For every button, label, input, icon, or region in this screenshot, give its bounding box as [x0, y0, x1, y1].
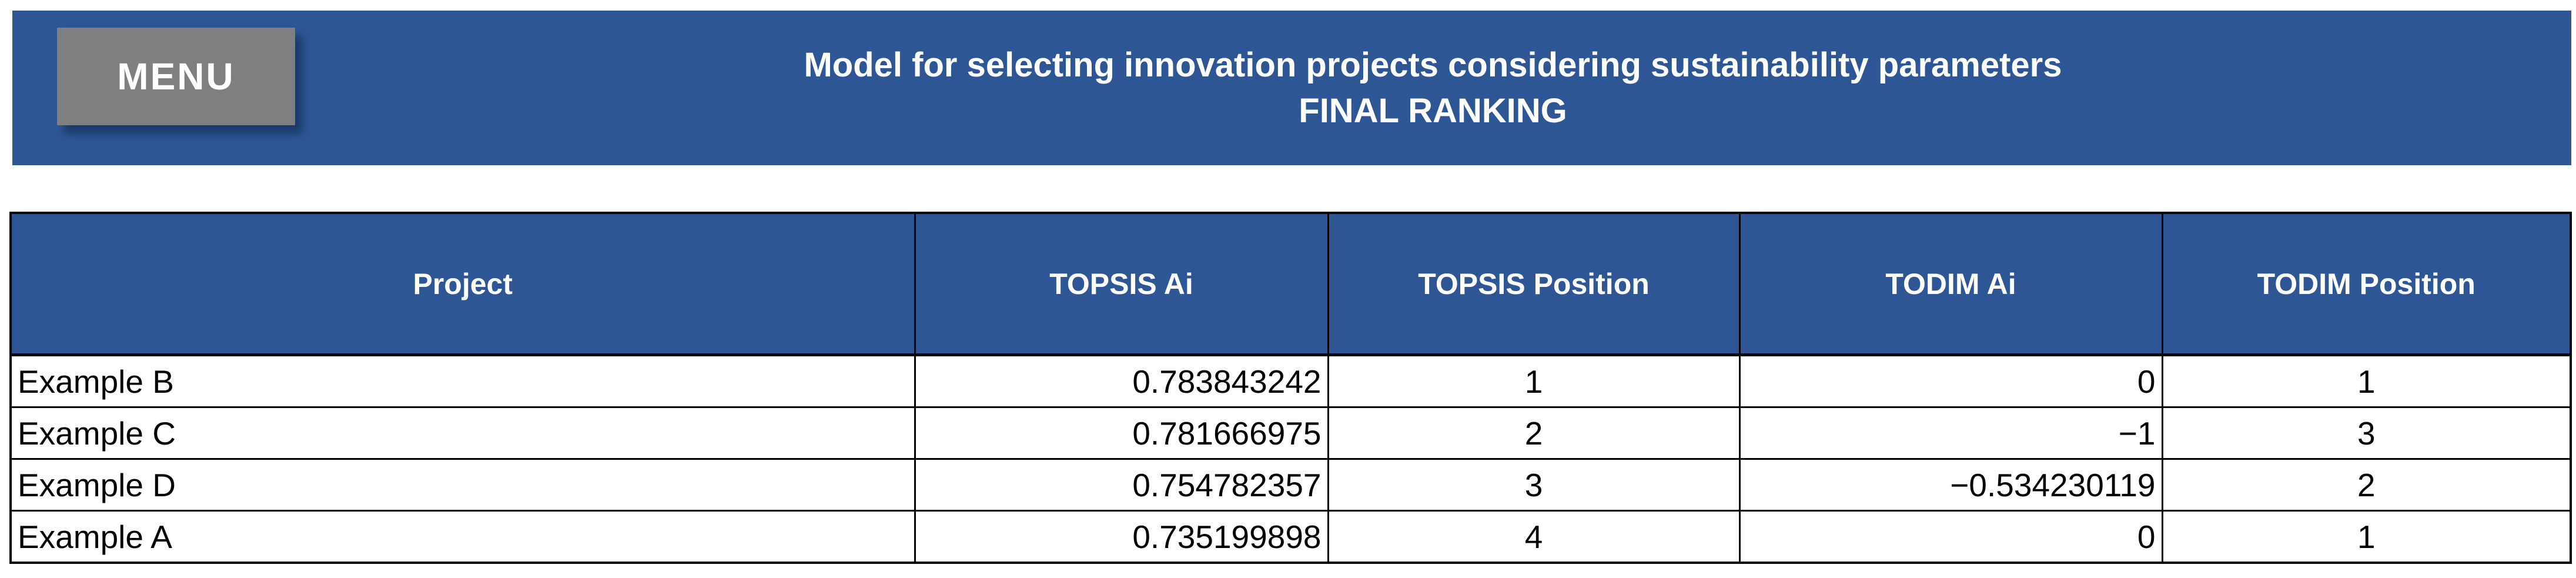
cell-todim-position[interactable]: 3	[2161, 406, 2572, 460]
cell-todim-ai[interactable]: 0	[1738, 354, 2163, 408]
ranking-table-container: Project TOPSIS Ai TOPSIS Position TODIM …	[9, 212, 2572, 564]
cell-topsis-position[interactable]: 2	[1327, 406, 1741, 460]
column-header-topsis-position[interactable]: TOPSIS Position	[1327, 212, 1741, 356]
column-header-project[interactable]: Project	[9, 212, 916, 356]
cell-todim-position[interactable]: 1	[2161, 354, 2572, 408]
cell-topsis-ai[interactable]: 0.754782357	[914, 458, 1329, 512]
table-row: Example B 0.783843242 1 0 1	[9, 354, 2572, 408]
column-header-todim-ai[interactable]: TODIM Ai	[1738, 212, 2163, 356]
cell-topsis-position[interactable]: 1	[1327, 354, 1741, 408]
table-row: Example C 0.781666975 2 −1 3	[9, 406, 2572, 460]
cell-topsis-ai[interactable]: 0.781666975	[914, 406, 1329, 460]
cell-todim-position[interactable]: 2	[2161, 458, 2572, 512]
cell-todim-ai[interactable]: 0	[1738, 510, 2163, 564]
cell-topsis-position[interactable]: 4	[1327, 510, 1741, 564]
page-title: Model for selecting innovation projects …	[804, 45, 2062, 84]
cell-project[interactable]: Example D	[9, 458, 916, 512]
page-subtitle: FINAL RANKING	[1299, 91, 1567, 130]
cell-project[interactable]: Example A	[9, 510, 916, 564]
cell-project[interactable]: Example B	[9, 354, 916, 408]
cell-todim-position[interactable]: 1	[2161, 510, 2572, 564]
header-row: Project TOPSIS Ai TOPSIS Position TODIM …	[9, 212, 2572, 356]
column-header-topsis-ai[interactable]: TOPSIS Ai	[914, 212, 1329, 356]
column-header-todim-position[interactable]: TODIM Position	[2161, 212, 2572, 356]
cell-topsis-position[interactable]: 3	[1327, 458, 1741, 512]
table-row: Example A 0.735199898 4 0 1	[9, 510, 2572, 564]
banner-titles: Model for selecting innovation projects …	[295, 11, 2571, 165]
menu-button-label: MENU	[117, 55, 235, 98]
cell-topsis-ai[interactable]: 0.735199898	[914, 510, 1329, 564]
table-row: Example D 0.754782357 3 −0.534230119 2	[9, 458, 2572, 512]
cell-todim-ai[interactable]: −1	[1738, 406, 2163, 460]
cell-project[interactable]: Example C	[9, 406, 916, 460]
cell-todim-ai[interactable]: −0.534230119	[1738, 458, 2163, 512]
cell-topsis-ai[interactable]: 0.783843242	[914, 354, 1329, 408]
ranking-table: Project TOPSIS Ai TOPSIS Position TODIM …	[9, 212, 2572, 564]
menu-button[interactable]: MENU	[57, 28, 295, 125]
header-banner: MENU Model for selecting innovation proj…	[12, 11, 2571, 165]
